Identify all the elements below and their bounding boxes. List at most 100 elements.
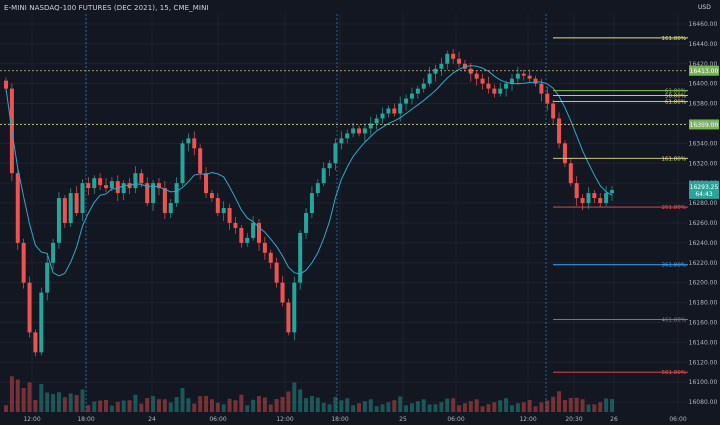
- candle-body: [409, 93, 414, 99]
- time-tick-label: 12:00: [23, 416, 40, 423]
- volume-bar: [104, 399, 109, 412]
- candle-body: [227, 208, 232, 223]
- horizontal-levels[interactable]: 16413.00 16359.00 161.80% 61.80%50.00%61.80…: [0, 36, 719, 376]
- candle-body: [539, 83, 544, 94]
- volume-bar: [98, 400, 103, 412]
- candle-body: [215, 198, 220, 213]
- price-axis[interactable]: 16460.00 16440.00 16420.00 16400.00 16380.00…: [689, 21, 719, 406]
- volume-bar: [298, 389, 303, 412]
- candle-body: [92, 178, 97, 189]
- candle-body: [51, 242, 56, 263]
- volume-bar: [156, 399, 161, 412]
- price-level-label: 16413.00: [690, 68, 719, 75]
- volume-bar: [215, 402, 220, 412]
- time-tick-label: 18:00: [331, 416, 348, 423]
- volume-bar: [462, 403, 467, 412]
- volume-bar: [551, 396, 556, 412]
- candles: [4, 48, 614, 357]
- volume-bar: [86, 405, 91, 412]
- volume-bar: [192, 403, 197, 412]
- volume-bar: [145, 398, 150, 412]
- candle-body: [15, 173, 20, 243]
- volume-bar: [304, 398, 309, 412]
- candle-body: [74, 193, 79, 213]
- candle-body: [339, 138, 344, 144]
- volume-bar: [574, 397, 579, 412]
- volume-bar: [209, 399, 214, 412]
- volume-bar: [121, 400, 126, 412]
- candle-body: [504, 83, 509, 89]
- volume-bar: [80, 389, 85, 412]
- candle-body: [68, 193, 73, 223]
- grid: [0, 14, 688, 412]
- candle-body: [415, 88, 420, 94]
- volume-bar: [180, 388, 185, 412]
- candle-body: [557, 118, 562, 144]
- candle-body: [333, 143, 338, 164]
- candle-body: [362, 128, 367, 134]
- candle-body: [527, 75, 532, 79]
- candle-body: [351, 128, 356, 134]
- price-tick-label: 16460.00: [689, 21, 718, 28]
- candle-body: [286, 302, 291, 333]
- candle-body: [292, 282, 297, 333]
- candle-body: [245, 237, 250, 243]
- price-tick-label: 16200.00: [689, 280, 718, 287]
- volume-bar: [598, 402, 603, 412]
- time-tick-label: 06:00: [209, 416, 226, 423]
- volume-bar: [509, 405, 514, 412]
- candle-body: [480, 78, 485, 84]
- volume-bar: [521, 402, 526, 412]
- volume-bar: [427, 404, 432, 412]
- volume-bar: [227, 398, 232, 412]
- volume-bar: [239, 394, 244, 412]
- volume-bar: [204, 396, 209, 412]
- candle-body: [521, 73, 526, 76]
- time-tick-label: 06:00: [447, 416, 464, 423]
- volume-bar: [533, 406, 538, 412]
- time-tick-label: 12:00: [519, 416, 536, 423]
- candle-body: [610, 190, 614, 194]
- price-tick-label: 16280.00: [689, 200, 718, 207]
- candle-body: [251, 222, 256, 238]
- volume-bar: [409, 403, 414, 412]
- last-price-badge: [689, 180, 719, 199]
- candle-countdown-label: 64:43: [695, 191, 712, 198]
- candle-body: [198, 148, 203, 174]
- candle-body: [262, 242, 267, 253]
- candle-body: [209, 193, 214, 199]
- volume-bar: [380, 404, 385, 412]
- candle-body: [345, 133, 350, 139]
- candle-body: [568, 163, 573, 184]
- volume-bar: [92, 401, 97, 412]
- candle-body: [98, 178, 103, 186]
- volume-bar: [345, 398, 350, 412]
- time-axis[interactable]: 12:00 18:00 24 06:00 12:00 18:00 25 06:00 12:00 2…: [23, 416, 686, 423]
- volume-bar: [568, 398, 573, 412]
- volume-bar: [233, 400, 238, 412]
- volume-bar: [33, 400, 38, 412]
- volume-bar: [174, 397, 179, 412]
- candle-body: [180, 143, 185, 184]
- candle-body: [368, 123, 373, 129]
- price-level-label: 16359.00: [690, 122, 719, 129]
- volume-bar: [392, 400, 397, 412]
- candle-body: [186, 138, 191, 144]
- volume-bar: [415, 401, 420, 412]
- volume-bar: [504, 398, 509, 412]
- candle-body: [462, 63, 467, 69]
- candle-body: [298, 232, 303, 283]
- volume-bar: [109, 405, 114, 412]
- candle-body: [398, 103, 403, 114]
- candle-body: [604, 193, 609, 204]
- volume-bar: [610, 398, 614, 412]
- volume-bar: [386, 402, 391, 412]
- time-tick-label: 12:00: [276, 416, 293, 423]
- candle-body: [174, 183, 179, 204]
- volume-bar: [321, 402, 326, 412]
- price-tick-label: 16240.00: [689, 240, 718, 247]
- volume-bar: [21, 388, 26, 412]
- volume-bar: [539, 402, 544, 412]
- candle-body: [168, 203, 173, 213]
